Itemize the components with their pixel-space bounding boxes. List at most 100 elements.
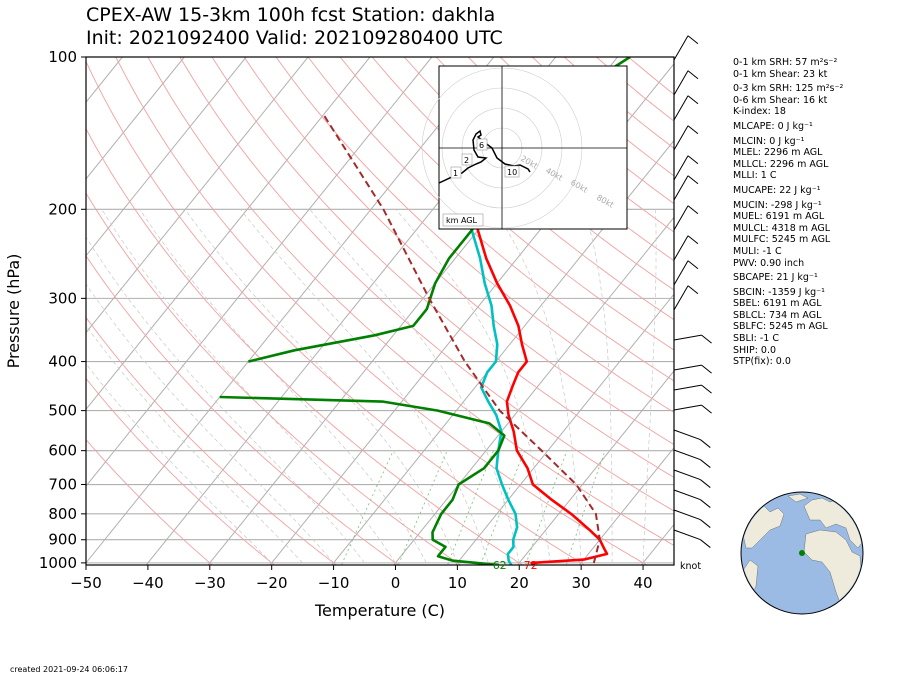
- stat-line: SBLI: -1 C: [733, 333, 779, 345]
- stat-line: MLEL: 2296 m AGL: [733, 147, 823, 159]
- wind-barb: [673, 175, 699, 201]
- barb-staff: [673, 334, 702, 341]
- barb-staff: [673, 260, 689, 286]
- stat-line: MLCAPE: 0 J kg⁻¹: [733, 120, 813, 132]
- barb-flag: [687, 235, 699, 245]
- dry-adiabat: [307, 57, 674, 382]
- mixing-ratio-line: [565, 450, 606, 565]
- mixing-ratio-line: [479, 450, 525, 565]
- hodo-trace: [438, 129, 531, 184]
- stat-line: SBEL: 6191 m AGL: [733, 298, 822, 310]
- moist-adiabat: [86, 283, 334, 564]
- locator-globe: [740, 491, 864, 615]
- stat-line: MUCIN: -298 J kg⁻¹: [733, 199, 822, 211]
- axes-group: −50 −40 −30 −20 −10 0 10 20 30 40 100 200 300 400 500 6…: [4, 48, 653, 620]
- barb-staff: [673, 155, 689, 181]
- barb-staff: [673, 364, 702, 371]
- moist-adiabat: [184, 209, 458, 564]
- x-tick-label: −30: [194, 574, 226, 592]
- stat-line: 0-1 km SRH: 57 m²s⁻²: [733, 57, 838, 68]
- barb-flag: [699, 479, 711, 488]
- wind-barb: [673, 260, 699, 286]
- x-tick-label: −10: [318, 574, 350, 592]
- stats-panel: 0-1 km SRH: 57 m²s⁻² 0-1 km Shear: 23 kt 0…: [733, 57, 903, 368]
- moist-adiabat: [395, 209, 551, 563]
- stat-line: MULCL: 4318 m AGL: [733, 222, 831, 234]
- dry-adiabat: [86, 192, 462, 565]
- y-tick-label: 600: [48, 442, 77, 460]
- stat-line: SHIP: 0.0: [733, 344, 777, 356]
- x-tick-label: 40: [634, 574, 653, 592]
- dry-adiabat: [179, 57, 674, 512]
- dry-adiabat: [211, 57, 674, 478]
- x-tick-label: −40: [132, 574, 164, 592]
- dry-adiabat: [86, 316, 338, 565]
- wind-barb: [673, 404, 712, 414]
- stat-line: MUEL: 6191 m AGL: [733, 211, 825, 223]
- x-tick-label: 0: [391, 574, 401, 592]
- moist-adiabat: [86, 325, 303, 564]
- stat-line: PWV: 0.90 inch: [733, 257, 805, 269]
- isotherm: [86, 57, 495, 564]
- hodo-height-label: 1: [453, 169, 458, 178]
- wind-barb: [673, 384, 712, 394]
- barb-staff: [673, 489, 701, 501]
- moist-adiabat: [240, 209, 489, 564]
- y-tick-label: 300: [48, 289, 77, 307]
- stat-line: MULI: -1 C: [733, 245, 782, 257]
- barb-flag: [687, 95, 699, 105]
- isotherm: [86, 57, 433, 487]
- barb-staff: [673, 70, 689, 96]
- barb-staff: [673, 404, 702, 411]
- wind-barb: [673, 364, 712, 374]
- mixing-ratio-line: [525, 450, 568, 565]
- barb-flag: [699, 499, 711, 508]
- dry-adiabat: [147, 57, 674, 546]
- series-line-4: [322, 114, 601, 565]
- barb-flag: [701, 334, 712, 344]
- x-tick-label: 20: [510, 574, 529, 592]
- moist-adiabat: [86, 363, 272, 564]
- dry-adiabat: [371, 57, 674, 321]
- barb-staff: [673, 509, 701, 521]
- stat-line: SBLCL: 734 m AGL: [733, 309, 822, 321]
- barb-flag: [687, 35, 699, 45]
- barb-staff: [673, 529, 701, 541]
- grid-lines: [86, 57, 674, 565]
- stat-line: MLLI: 1 C: [733, 170, 777, 182]
- dry-adiabat: [86, 127, 524, 565]
- moist-adiabat: [101, 209, 396, 564]
- barb-staff: [673, 95, 689, 121]
- dry-adiabat: [403, 57, 674, 291]
- stat-line: 0-3 km SRH: 125 m²s⁻²: [733, 83, 844, 95]
- wind-barb: [673, 95, 699, 121]
- wind-barb: [673, 334, 712, 344]
- wind-barb: [673, 529, 711, 548]
- series-line-2: [219, 395, 506, 565]
- stat-line: K-index: 18: [733, 106, 786, 118]
- y-tick-label: 200: [48, 200, 77, 218]
- barb-staff: [673, 429, 701, 441]
- barb-staff: [673, 35, 689, 61]
- barb-flag: [701, 404, 712, 414]
- wind-barb: [673, 35, 699, 61]
- isotherm: [516, 370, 674, 565]
- y-tick-label: 800: [48, 505, 77, 523]
- wind-barbs: [673, 35, 712, 548]
- isotherm: [578, 446, 674, 565]
- y-tick-label: 900: [48, 531, 77, 549]
- wind-barb: [673, 449, 711, 468]
- dry-adiabat: [115, 57, 648, 565]
- y-tick-label: 100: [48, 48, 77, 66]
- stat-line: MULFC: 5245 m AGL: [733, 234, 831, 246]
- wind-barb: [673, 155, 699, 181]
- barb-staff: [673, 285, 689, 311]
- hodo-height-label: 6: [479, 141, 484, 150]
- wind-barb: [673, 469, 711, 488]
- x-tick-label: −20: [256, 574, 288, 592]
- stat-line: STP(fix): 0.0: [733, 356, 791, 368]
- wind-barb: [673, 205, 699, 231]
- dry-adiabat: [339, 57, 674, 351]
- moist-adiabat: [309, 209, 520, 563]
- y-tick-label: 700: [48, 476, 77, 494]
